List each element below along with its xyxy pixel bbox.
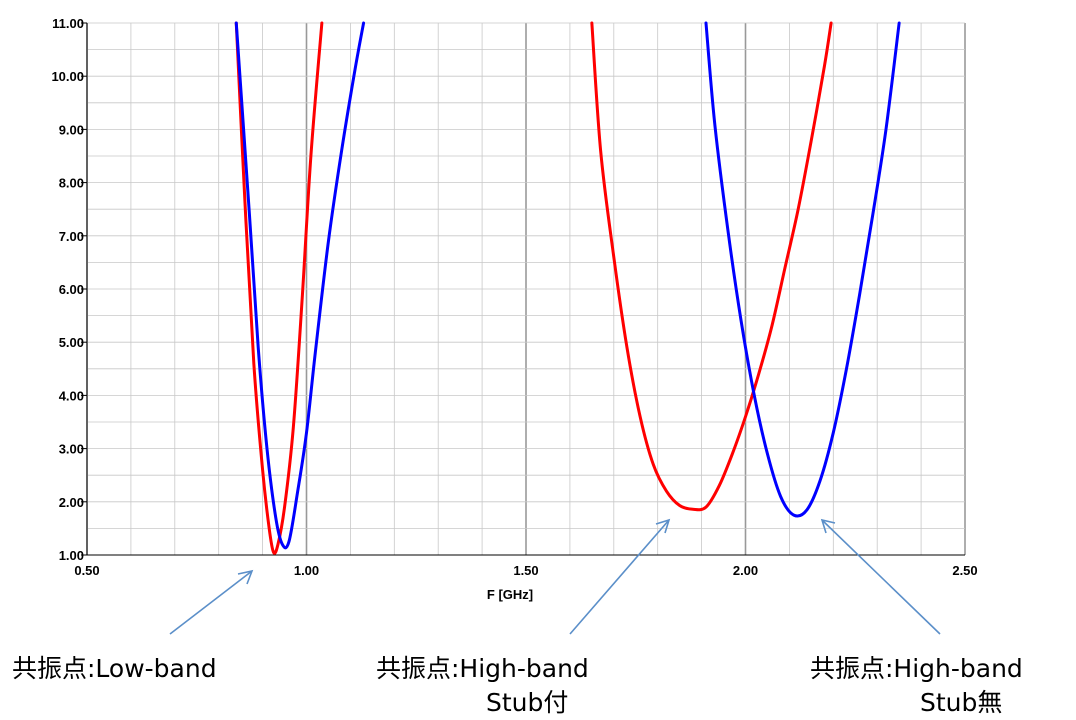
y-tick-label: 8.00 <box>59 176 84 191</box>
annotation-low-band: 共振点:Low-band <box>12 652 217 686</box>
y-tick-label: 7.00 <box>59 229 84 244</box>
x-tick-label: 2.00 <box>733 563 758 578</box>
y-tick-label: 5.00 <box>59 335 84 350</box>
x-tick-label: 1.50 <box>513 563 538 578</box>
y-tick-label: 1.00 <box>59 548 84 563</box>
annotation-high-band-nostub-sub: Stub無 <box>920 688 1003 717</box>
annotation-low-band-text: 共振点:Low-band <box>12 654 217 683</box>
series-1-curve-0 <box>234 21 366 550</box>
y-tick-label: 11.00 <box>52 16 84 31</box>
y-tick-label: 10.00 <box>51 69 84 84</box>
y-tick-label: 6.00 <box>59 282 84 297</box>
x-tick-labels: 0.50 1.00 1.50 2.00 2.50 <box>74 563 977 578</box>
x-tick-label: 0.50 <box>74 563 99 578</box>
annotation-high-band-nostub: 共振点:High-band Stub無 <box>810 652 1023 720</box>
y-tick-label: 2.00 <box>59 495 84 510</box>
annotation-high-band-stub-sub: Stub付 <box>486 688 569 717</box>
series-0-curve-1 <box>590 21 833 512</box>
x-tick-label: 1.00 <box>294 563 319 578</box>
annotation-high-band-nostub-text: 共振点:High-band <box>810 654 1023 683</box>
chart-axes <box>86 23 965 556</box>
annotation-high-band-stub: 共振点:High-band Stub付 <box>376 652 589 720</box>
arrow-high-band-stub <box>569 518 671 635</box>
y-tick-label: 3.00 <box>59 442 84 457</box>
annotation-arrows <box>169 518 941 635</box>
y-tick-labels: 1.00 2.00 3.00 4.00 5.00 6.00 7.00 8.00 9.00 10.0… <box>51 16 84 563</box>
arrow-high-band-nostub <box>820 518 941 635</box>
series-0-curve-0 <box>234 21 324 555</box>
series-1-curve-1 <box>704 21 901 518</box>
y-tick-label: 9.00 <box>59 122 84 137</box>
x-tick-label: 2.50 <box>952 563 977 578</box>
arrow-low-band <box>169 569 254 635</box>
annotation-high-band-stub-text: 共振点:High-band <box>376 654 589 683</box>
y-tick-label: 4.00 <box>59 388 84 403</box>
chart-grid <box>81 22 966 556</box>
plot-area <box>234 21 901 555</box>
x-axis-title: F [GHz] <box>487 587 533 602</box>
